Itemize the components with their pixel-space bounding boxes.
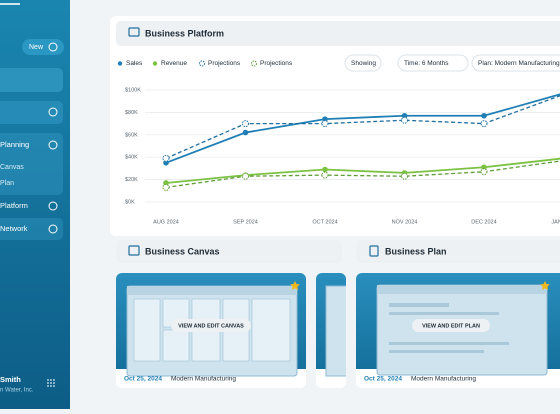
- dropdown[interactable]: [344, 54, 382, 72]
- x-tick-label: OCT 2024: [312, 219, 337, 225]
- series-line: [165, 157, 560, 184]
- thumbnail-button[interactable]: VIEW AND EDIT CANVAS: [178, 323, 244, 329]
- thumbnail-date: Oct 25, 2024: [124, 376, 162, 383]
- x-tick-label: SEP 2024: [233, 219, 258, 225]
- dropdown-label[interactable]: Plan: Modern Manufacturing: [478, 60, 560, 67]
- y-tick-label: $100K: [125, 87, 141, 93]
- nav-item[interactable]: [0, 101, 63, 124]
- x-tick-label: JAN 2025: [551, 219, 560, 225]
- thumbnail-partial[interactable]: [316, 273, 356, 388]
- nav-label[interactable]: Planning: [0, 140, 29, 149]
- plan-thumbnail[interactable]: VIEW AND EDIT PLAN Oct 25, 2024 Modern M…: [356, 273, 560, 388]
- panel-title: Business Plan: [385, 246, 447, 256]
- legend-label: Revenue: [161, 60, 187, 67]
- y-tick-label: $60K: [125, 132, 138, 138]
- data-point: [401, 172, 408, 180]
- dropdown-label[interactable]: Time: 6 Months: [404, 60, 449, 67]
- chart-card: [110, 16, 560, 236]
- nav-item[interactable]: [0, 68, 63, 92]
- data-point: [242, 172, 249, 180]
- y-tick-label: $20K: [125, 177, 138, 183]
- data-point: [480, 168, 488, 176]
- nav-label[interactable]: Network: [0, 224, 28, 233]
- chevron-icon: [48, 140, 58, 150]
- chart-title: Business Platform: [145, 28, 224, 38]
- data-point: [321, 171, 329, 179]
- series-line: [165, 95, 560, 159]
- data-point: [321, 120, 329, 128]
- dropdown[interactable]: [471, 54, 560, 72]
- thumbnail-button[interactable]: VIEW AND EDIT PLAN: [422, 323, 480, 329]
- legend-marker: [251, 60, 257, 67]
- data-point: [322, 166, 328, 173]
- user-company: n Water, Inc.: [0, 388, 34, 394]
- nav-label[interactable]: Platform: [0, 201, 28, 210]
- data-point: [480, 120, 488, 128]
- y-tick-label: $80K: [125, 110, 138, 116]
- panel-header: [356, 240, 560, 263]
- legend-label: Sales: [126, 60, 143, 67]
- user-name: Smith: [0, 375, 21, 384]
- card-header: [116, 21, 560, 46]
- data-point: [242, 120, 249, 128]
- dropdown[interactable]: [397, 54, 469, 72]
- header-icon: [369, 245, 379, 257]
- y-tick-label: $40K: [125, 155, 138, 161]
- nav-group: [0, 133, 63, 195]
- series-line: [165, 93, 560, 164]
- chevron-icon: [48, 224, 58, 234]
- thumbnail-name: Modern Manufacturing: [411, 376, 476, 383]
- data-point: [401, 116, 408, 124]
- data-point: [162, 183, 170, 191]
- canvas-thumbnail[interactable]: VIEW AND EDIT CANVAS Oct 25, 2024 Modern…: [116, 273, 306, 388]
- header-icon: [128, 245, 140, 256]
- legend-label: Projections: [208, 60, 241, 67]
- thumbnail-date: Oct 25, 2024: [364, 376, 402, 383]
- nav-item[interactable]: [0, 218, 63, 240]
- thumbnail-name: Modern Manufacturing: [171, 376, 236, 383]
- data-point: [481, 112, 487, 119]
- chevron-icon: [48, 107, 58, 117]
- new-label: New: [29, 44, 44, 51]
- y-tick-label: $0K: [125, 199, 135, 205]
- data-point: [242, 129, 249, 136]
- nav-sublabel[interactable]: Plan: [0, 180, 14, 187]
- plus-icon: [48, 42, 58, 52]
- panel-header: [116, 240, 342, 263]
- nav-sublabel[interactable]: Canvas: [0, 164, 24, 171]
- legend-marker: [199, 60, 205, 67]
- legend-label: Projections: [260, 60, 293, 67]
- dropdown-label[interactable]: Showing: [351, 60, 376, 67]
- x-tick-label: AUG 2024: [153, 219, 179, 225]
- x-tick-label: NOV 2024: [392, 219, 418, 225]
- series-line: [165, 160, 560, 189]
- apps-icon[interactable]: [47, 379, 55, 387]
- legend-marker: [117, 61, 123, 66]
- logo-line: [0, 3, 20, 5]
- legend-marker: [152, 61, 158, 66]
- chevron-icon: [48, 201, 58, 211]
- panel-title: Business Canvas: [145, 246, 220, 256]
- x-tick-label: DEC 2024: [471, 219, 496, 225]
- header-icon: [128, 27, 140, 37]
- data-point: [162, 154, 170, 162]
